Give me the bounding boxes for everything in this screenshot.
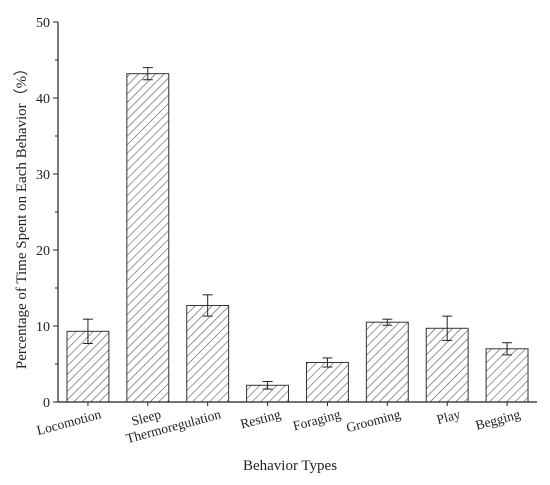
- x-tick-label: Play: [435, 406, 462, 427]
- x-tick-label: Grooming: [345, 406, 403, 435]
- y-tick-label: 10: [36, 320, 50, 335]
- error-bar-begging: [502, 342, 513, 356]
- y-tick-label: 0: [43, 396, 50, 411]
- error-bar-thermoregulation: [202, 294, 213, 317]
- bar-thermoregulation: [186, 304, 230, 403]
- error-bar-locomotion: [82, 318, 93, 344]
- error-bars-layer: [82, 67, 513, 390]
- y-tick-label: 20: [36, 244, 50, 259]
- y-tick-label: 30: [36, 168, 50, 183]
- error-bar-resting: [262, 380, 273, 390]
- x-tick-label: Foraging: [291, 406, 342, 433]
- bar-grooming: [365, 321, 409, 403]
- x-tick-label: Resting: [239, 406, 283, 431]
- error-bar-sleep: [142, 67, 153, 81]
- y-axis-title: Percentage of Time Spent on Each Behavio…: [13, 61, 30, 369]
- error-bar-grooming: [382, 318, 393, 326]
- bars-layer: [66, 73, 529, 403]
- y-tick-label: 50: [36, 16, 50, 31]
- bar-begging: [485, 348, 529, 403]
- error-bar-foraging: [322, 357, 333, 368]
- bar-foraging: [305, 361, 349, 403]
- x-tick-label: Locomotion: [35, 406, 103, 438]
- x-tick-label: Begging: [474, 406, 522, 432]
- x-axis-title: Behavior Types: [243, 458, 337, 474]
- bar-sleep: [126, 73, 170, 403]
- y-tick-label: 40: [36, 92, 50, 107]
- error-bar-play: [442, 315, 453, 341]
- axes-layer: [53, 21, 537, 406]
